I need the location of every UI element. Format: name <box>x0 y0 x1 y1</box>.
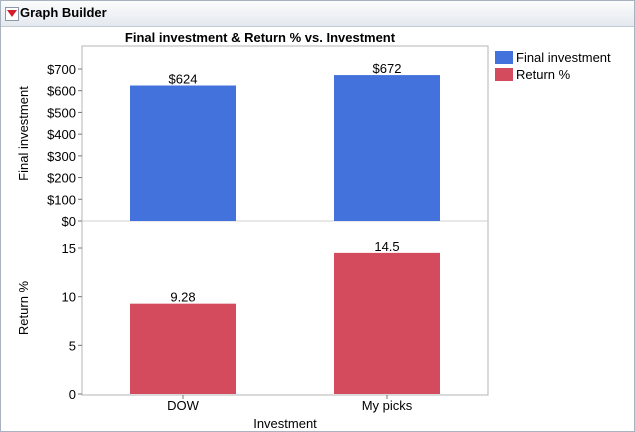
legend-label-final-investment: Final investment <box>516 50 611 65</box>
bar-final-investment-my-picks <box>334 75 440 221</box>
chart-title: Final investment & Return % vs. Investme… <box>125 30 396 45</box>
y-tick-label-final-investment: $300 <box>47 149 76 164</box>
y-tick-label-final-investment: $0 <box>62 214 76 229</box>
legend-swatch-return-percent <box>495 68 513 81</box>
y-tick-label-final-investment: $700 <box>47 62 76 77</box>
data-label-final-investment: $624 <box>169 72 198 87</box>
y-tick-label-final-investment: $400 <box>47 127 76 142</box>
y-tick-label-final-investment: $200 <box>47 171 76 186</box>
y-tick-label-return-percent: 15 <box>62 241 76 256</box>
y-tick-label-final-investment: $600 <box>47 84 76 99</box>
chart: Final investment & Return % vs. Investme… <box>16 30 489 431</box>
x-axis-title: Investment <box>253 416 317 431</box>
y-axis-title-final-investment: Final investment <box>16 86 31 181</box>
y-axis-title-return-percent: Return % <box>16 280 31 335</box>
y-tick-label-final-investment: $100 <box>47 192 76 207</box>
y-tick-label-return-percent: 0 <box>69 387 76 402</box>
legend-swatch-final-investment <box>495 51 513 64</box>
data-label-return-percent: 14.5 <box>374 239 399 254</box>
x-tick-label: DOW <box>167 398 200 413</box>
title-bar: Graph Builder <box>1 1 634 27</box>
bar-return-percent-my-picks <box>334 252 440 394</box>
legend-label-return-percent: Return % <box>516 67 571 82</box>
data-label-return-percent: 9.28 <box>170 290 195 305</box>
bar-final-investment-dow <box>130 85 236 221</box>
bar-return-percent-dow <box>130 303 236 394</box>
y-tick-label-return-percent: 10 <box>62 290 76 305</box>
x-tick-label: My picks <box>362 398 413 413</box>
red-down-triangle-icon[interactable] <box>5 7 19 21</box>
data-label-final-investment: $672 <box>373 61 402 76</box>
y-tick-label-return-percent: 5 <box>69 338 76 353</box>
window-title: Graph Builder <box>20 5 107 20</box>
y-tick-label-final-investment: $500 <box>47 105 76 120</box>
